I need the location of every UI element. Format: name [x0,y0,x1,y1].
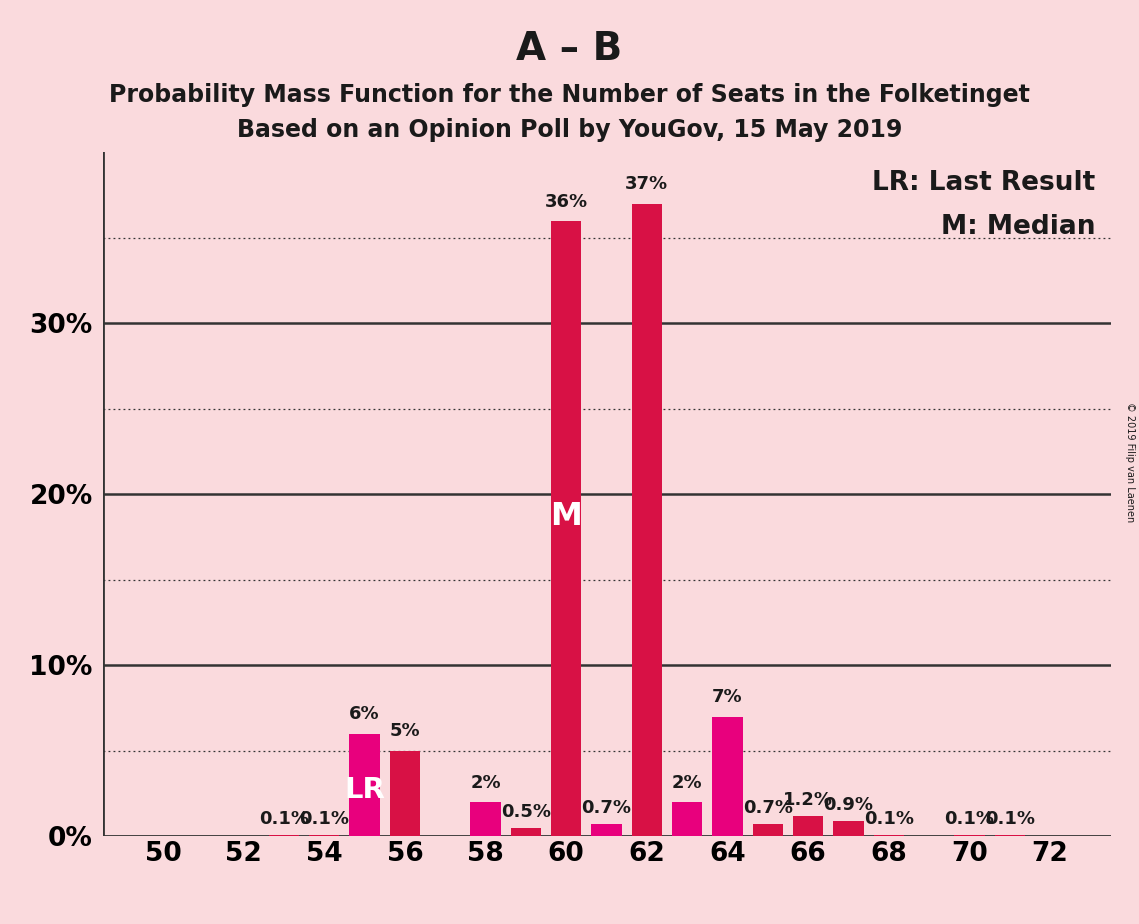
Text: © 2019 Filip van Laenen: © 2019 Filip van Laenen [1125,402,1134,522]
Text: Based on an Opinion Poll by YouGov, 15 May 2019: Based on an Opinion Poll by YouGov, 15 M… [237,118,902,142]
Text: 1.2%: 1.2% [784,791,833,808]
Bar [874,834,904,836]
Bar [309,834,339,836]
Bar [712,717,743,836]
Text: 5%: 5% [390,723,420,740]
Text: 0.1%: 0.1% [259,809,309,828]
Text: 7%: 7% [712,688,743,706]
Bar [551,221,581,836]
Text: A – B: A – B [516,30,623,67]
Text: 0.9%: 0.9% [823,796,874,814]
Bar [350,734,379,836]
Text: 0.5%: 0.5% [501,803,551,821]
Text: 37%: 37% [625,176,669,193]
Bar [632,203,662,836]
Bar [672,802,703,836]
Text: M: Median: M: Median [941,214,1096,240]
Text: 2%: 2% [672,773,703,792]
Bar [510,828,541,836]
Text: 0.1%: 0.1% [300,809,350,828]
Text: 0.7%: 0.7% [743,799,793,818]
Text: LR: LR [344,776,385,804]
Text: 0.1%: 0.1% [863,809,913,828]
Bar [954,834,984,836]
Bar [591,824,622,836]
Bar [994,834,1025,836]
Text: 0.1%: 0.1% [985,809,1034,828]
Bar [390,750,420,836]
Bar [793,816,823,836]
Text: LR: Last Result: LR: Last Result [872,170,1096,196]
Text: M: M [550,501,582,531]
Text: 2%: 2% [470,773,501,792]
Text: 0.7%: 0.7% [582,799,631,818]
Bar [834,821,863,836]
Bar [269,834,300,836]
Bar [753,824,782,836]
Text: Probability Mass Function for the Number of Seats in the Folketinget: Probability Mass Function for the Number… [109,83,1030,107]
Text: 36%: 36% [544,192,588,211]
Text: 0.1%: 0.1% [944,809,994,828]
Bar [470,802,501,836]
Text: 6%: 6% [350,705,380,723]
